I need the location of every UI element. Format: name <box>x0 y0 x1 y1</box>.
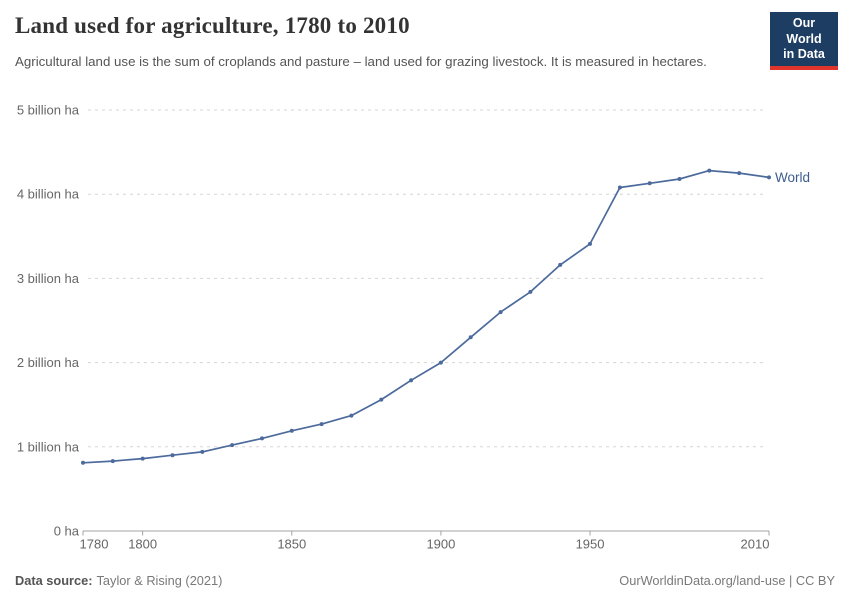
data-point <box>230 443 235 448</box>
y-axis-label: 0 ha <box>54 524 80 539</box>
logo-line-2: in Data <box>783 47 825 62</box>
data-source-label: Data source: <box>15 573 93 588</box>
x-axis-label: 1950 <box>576 537 605 552</box>
data-point <box>707 168 712 173</box>
data-point <box>617 185 622 190</box>
data-point <box>200 449 205 454</box>
data-point <box>647 181 652 186</box>
data-point <box>767 175 771 180</box>
footer: Data source: Taylor & Rising (2021) OurWo… <box>15 573 835 588</box>
data-point <box>409 378 414 383</box>
x-axis-label: 1800 <box>128 537 157 552</box>
data-source: Data source: Taylor & Rising (2021) <box>15 573 222 588</box>
data-point <box>349 413 354 418</box>
series-line <box>82 169 770 464</box>
series-end-label: World <box>775 170 810 185</box>
y-axis-label: 1 billion ha <box>17 439 80 454</box>
series-world: World <box>81 168 810 465</box>
data-point <box>260 436 264 441</box>
x-axis-label: 1850 <box>277 537 306 552</box>
data-point <box>737 171 742 176</box>
data-point <box>110 459 115 464</box>
data-point <box>289 428 294 433</box>
credit-link[interactable]: OurWorldinData.org/land-use | CC BY <box>619 573 835 588</box>
y-gridlines: 0 ha 1 billion ha 2 billion ha 3 billion ha… <box>17 103 766 539</box>
data-point <box>81 460 85 465</box>
data-point <box>170 453 175 458</box>
x-axis-label: 1900 <box>426 537 455 552</box>
logo-line-1: Our World <box>786 16 822 46</box>
data-point <box>498 310 503 315</box>
x-axis: 1780 1800 1850 1900 1950 2010 <box>80 530 770 552</box>
data-point <box>468 335 473 340</box>
data-point <box>140 456 145 461</box>
x-axis-label: 1780 <box>80 537 109 552</box>
data-point <box>528 289 533 294</box>
x-axis-label: 2010 <box>741 537 770 552</box>
data-point <box>379 397 384 402</box>
data-source-value: Taylor & Rising (2021) <box>96 573 223 588</box>
y-axis-label: 3 billion ha <box>17 271 80 286</box>
owid-logo[interactable]: Our World in Data <box>770 12 838 70</box>
y-axis-label: 4 billion ha <box>17 187 80 202</box>
chart-subtitle: Agricultural land use is the sum of crop… <box>15 54 707 69</box>
data-point <box>558 262 563 267</box>
data-point <box>319 422 324 427</box>
y-axis-label: 5 billion ha <box>17 103 80 118</box>
data-point <box>438 360 443 365</box>
data-point <box>677 177 682 181</box>
y-axis-label: 2 billion ha <box>17 355 80 370</box>
data-point <box>588 241 592 246</box>
page-title: Land used for agriculture, 1780 to 2010 <box>15 13 410 38</box>
